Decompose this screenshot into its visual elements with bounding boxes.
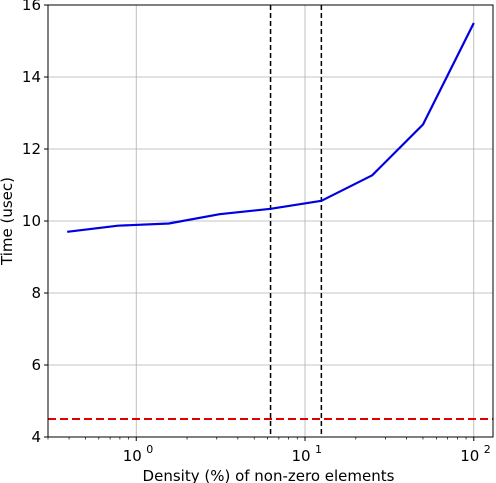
y-axis-label: Time (usec) <box>0 177 16 266</box>
y-tick-label: 8 <box>31 284 41 302</box>
series-line <box>67 22 475 233</box>
reference-lines <box>48 5 493 437</box>
x-axis-label: Density (%) of non-zero elements <box>143 467 395 483</box>
ticks: 4 6 8 10 12 14 16 10 0 10 1 10 2 <box>22 0 491 465</box>
x-tick-label: 10 <box>123 447 142 465</box>
y-tick-label: 12 <box>22 140 41 158</box>
y-tick-label: 4 <box>31 428 41 446</box>
x-tick-exponent: 0 <box>146 443 153 456</box>
y-tick-label: 16 <box>22 0 41 14</box>
x-tick-exponent: 1 <box>315 443 322 456</box>
x-tick-label: 10 <box>460 447 479 465</box>
y-tick-label: 6 <box>31 356 41 374</box>
y-tick-label: 14 <box>22 68 41 86</box>
series-layer <box>67 22 475 233</box>
x-tick-exponent: 2 <box>484 443 491 456</box>
x-tick-label: 10 <box>291 447 310 465</box>
y-tick-label: 10 <box>22 212 41 230</box>
